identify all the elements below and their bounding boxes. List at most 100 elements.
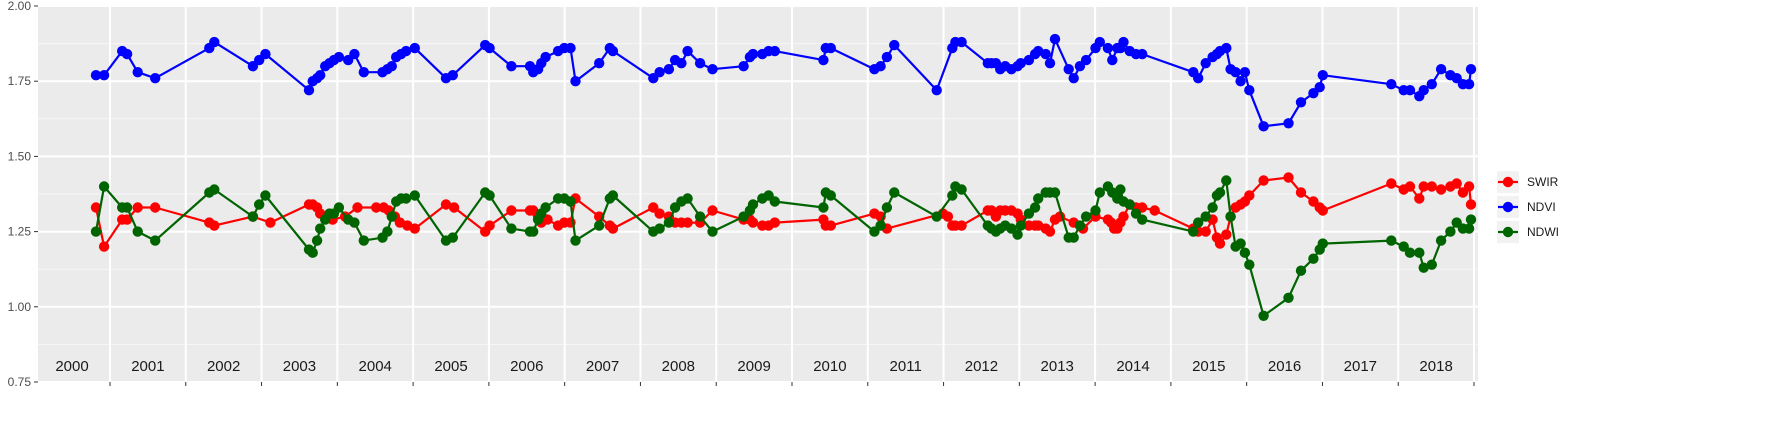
data-point-ndvi [881,51,893,63]
data-point-ndwi [1115,184,1126,195]
data-point-ndwi [1012,229,1023,240]
data-point-ndvi [150,73,161,84]
data-point-ndvi [654,67,665,78]
data-point-ndvi [315,70,326,81]
data-point-swir [1149,205,1160,216]
data-point-ndvi [1465,63,1477,75]
year-label: 2006 [510,358,543,375]
data-point-ndvi [540,51,551,63]
data-point-ndwi [1414,247,1425,258]
data-point-ndvi [1435,63,1447,75]
data-point-swir [769,217,780,228]
legend-key-point [1502,176,1514,188]
y-tick-label: 1.25 [8,225,32,239]
data-point-ndvi [1015,58,1026,69]
data-point-swir [654,208,665,219]
data-point-swir [352,202,363,213]
data-point-ndwi [528,226,539,237]
data-point-ndvi [747,48,759,60]
data-point-ndwi [1029,202,1041,213]
data-point-ndvi [1235,76,1246,87]
data-point-swir [1295,187,1307,198]
data-point-ndwi [663,217,675,228]
data-point-ndwi [1080,211,1092,222]
year-label: 2000 [55,358,88,375]
data-point-ndwi [956,184,967,195]
data-point-ndvi [90,70,102,81]
data-point-ndwi [694,211,706,222]
data-point-ndvi [1463,79,1475,90]
data-point-ndwi [1049,187,1061,198]
data-point-swir [448,202,460,213]
data-point-swir [132,202,143,213]
year-label: 2014 [1116,358,1149,375]
data-point-ndwi [254,199,265,210]
data-point-ndvi [738,60,749,72]
data-point-ndwi [881,202,893,213]
legend-key-point [1502,201,1514,213]
data-point-swir [747,217,759,228]
data-point-ndvi [303,85,315,96]
legend: SWIR NDVI NDWI [1497,171,1559,243]
data-point-ndvi [1080,54,1092,66]
data-point-ndvi [607,45,619,57]
series-ndwi [90,175,1477,321]
data-point-ndwi [1235,238,1246,249]
data-point-ndwi [209,184,220,195]
data-point-ndwi [484,190,495,201]
data-point-ndwi [98,181,110,192]
data-point-ndvi [565,42,576,54]
data-point-swir [484,220,495,231]
data-point-ndvi [1094,36,1106,48]
data-point-ndwi [1221,175,1232,186]
data-point-ndwi [1435,235,1447,246]
data-point-ndvi [1426,79,1438,90]
data-point-swir [1386,178,1397,189]
data-point-ndvi [594,58,605,69]
data-point-ndwi [447,232,458,243]
data-point-ndvi [1040,48,1051,60]
data-point-ndwi [889,187,900,198]
series-ndvi [90,33,1477,132]
data-point-ndvi [1063,63,1074,75]
data-point-ndvi [956,36,967,48]
data-point-ndwi [1244,259,1255,270]
data-point-ndvi [825,42,836,54]
data-point-swir [1258,175,1269,186]
data-point-ndvi [132,67,143,78]
data-point-swir [942,211,954,222]
data-point-ndwi [1418,262,1429,273]
data-point-ndvi [1068,73,1079,84]
data-point-ndvi [769,45,780,57]
data-point-ndwi [1426,259,1438,270]
data-point-swir [956,220,967,231]
year-label: 2002 [207,358,240,375]
data-point-ndvi [570,76,581,87]
data-point-ndvi [931,85,942,96]
legend-label: NDWI [1527,225,1559,239]
year-label: 2009 [737,358,770,375]
data-point-ndwi [247,211,259,222]
data-point-swir [1221,229,1232,240]
data-point-ndvi [506,60,517,72]
data-point-ndvi [889,39,900,51]
x-axis: 2000 2001 2002 2003 2004 2005 2006 2007 2008 2009… [55,358,1475,386]
year-label: 2010 [813,358,846,375]
data-point-ndvi [1221,42,1232,54]
y-tick-label: 1.00 [8,300,32,314]
year-label: 2005 [434,358,467,375]
data-point-ndwi [818,202,829,213]
legend-item-ndwi: NDWI [1497,221,1559,243]
data-point-ndwi [1308,253,1319,264]
year-label: 2018 [1419,358,1452,375]
data-point-ndvi [1295,97,1307,108]
data-point-ndvi [1200,58,1211,69]
data-point-ndwi [947,190,958,201]
data-point-ndwi [1317,238,1329,249]
data-point-swir [209,220,220,231]
data-point-ndwi [1258,310,1269,321]
data-point-ndvi [663,63,675,75]
data-point-ndwi [386,211,397,222]
data-point-ndvi [1118,36,1129,48]
legend-item-ndvi: NDVI [1497,196,1556,218]
